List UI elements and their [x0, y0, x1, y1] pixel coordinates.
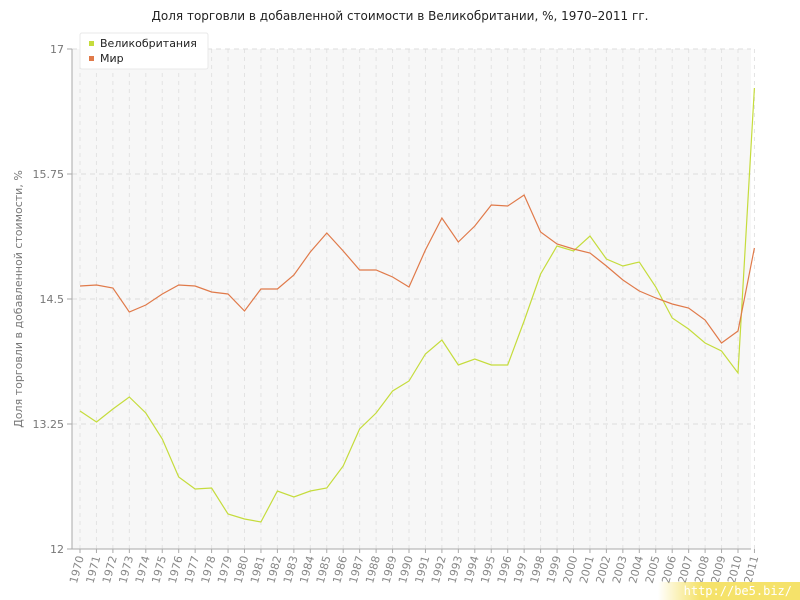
series-line-uk	[79, 87, 755, 523]
data-point	[752, 246, 756, 250]
y-tick-label: 13.25	[33, 418, 65, 431]
data-point	[670, 316, 674, 320]
data-point	[654, 285, 658, 289]
data-point	[588, 234, 592, 238]
data-point	[489, 203, 493, 207]
data-point	[670, 302, 674, 306]
watermark: http://be5.biz/	[657, 582, 800, 600]
data-point	[210, 486, 214, 490]
plot-area	[72, 49, 751, 549]
legend-label[interactable]: Великобритания	[100, 37, 197, 50]
data-point	[160, 437, 164, 441]
data-point	[358, 268, 362, 272]
data-point	[687, 327, 691, 331]
data-point	[308, 250, 312, 254]
data-point	[193, 284, 197, 288]
data-point	[94, 420, 98, 424]
data-point	[358, 427, 362, 431]
data-point	[341, 249, 345, 253]
data-point	[177, 475, 181, 479]
data-point	[572, 247, 576, 251]
data-point	[687, 306, 691, 310]
data-point	[374, 411, 378, 415]
data-point	[473, 224, 477, 228]
legend-swatch	[89, 56, 94, 61]
data-point	[440, 216, 444, 220]
data-point	[539, 230, 543, 234]
data-point	[736, 371, 740, 375]
data-point	[226, 512, 230, 516]
data-point	[259, 520, 263, 524]
data-point	[506, 363, 510, 367]
data-point	[522, 193, 526, 197]
data-point	[654, 296, 658, 300]
data-point	[473, 357, 477, 361]
data-point	[374, 268, 378, 272]
data-point	[78, 409, 82, 413]
data-point	[341, 464, 345, 468]
legend-box	[79, 32, 209, 70]
data-point	[621, 264, 625, 268]
y-tick-label: 14.5	[40, 293, 65, 306]
data-point	[522, 319, 526, 323]
data-point	[325, 231, 329, 235]
y-axis-title: Доля торговли в добавленной стоимости, %	[12, 170, 25, 428]
data-point	[752, 86, 756, 90]
y-tick-label: 15.75	[33, 168, 65, 181]
data-point	[144, 411, 148, 415]
data-point	[555, 242, 559, 246]
data-point	[259, 287, 263, 291]
data-point	[440, 338, 444, 342]
chart-title: Доля торговли в добавленной стоимости в …	[151, 9, 649, 23]
data-point	[275, 287, 279, 291]
data-point	[193, 487, 197, 491]
data-point	[539, 272, 543, 276]
data-point	[506, 204, 510, 208]
data-point	[177, 283, 181, 287]
data-point	[243, 309, 247, 313]
data-point	[703, 341, 707, 345]
data-point	[604, 264, 608, 268]
data-point	[391, 275, 395, 279]
data-point	[423, 352, 427, 356]
data-point	[637, 289, 641, 293]
data-point	[308, 489, 312, 493]
data-point	[736, 329, 740, 333]
data-point	[407, 379, 411, 383]
data-point	[391, 389, 395, 393]
data-point	[423, 248, 427, 252]
legend-swatch	[89, 41, 94, 46]
data-point	[720, 349, 724, 353]
data-point	[127, 395, 131, 399]
y-tick-label: 12	[50, 543, 64, 556]
data-point	[621, 278, 625, 282]
data-point	[94, 283, 98, 287]
data-point	[588, 251, 592, 255]
data-point	[127, 310, 131, 314]
data-point	[292, 495, 296, 499]
data-point	[226, 292, 230, 296]
data-point	[78, 284, 82, 288]
legend-label[interactable]: Мир	[100, 52, 124, 65]
data-point	[456, 240, 460, 244]
data-point	[111, 286, 115, 290]
data-point	[144, 303, 148, 307]
data-point	[456, 363, 460, 367]
data-point	[703, 318, 707, 322]
data-point	[111, 407, 115, 411]
y-tick-label: 17	[50, 43, 64, 56]
data-point	[210, 290, 214, 294]
data-point	[489, 363, 493, 367]
data-point	[243, 517, 247, 521]
data-point	[292, 273, 296, 277]
data-point	[407, 285, 411, 289]
data-point	[275, 489, 279, 493]
data-point	[720, 341, 724, 345]
data-point	[637, 260, 641, 264]
data-point	[325, 486, 329, 490]
data-point	[160, 292, 164, 296]
series-line-world	[79, 194, 755, 344]
data-point	[604, 257, 608, 261]
